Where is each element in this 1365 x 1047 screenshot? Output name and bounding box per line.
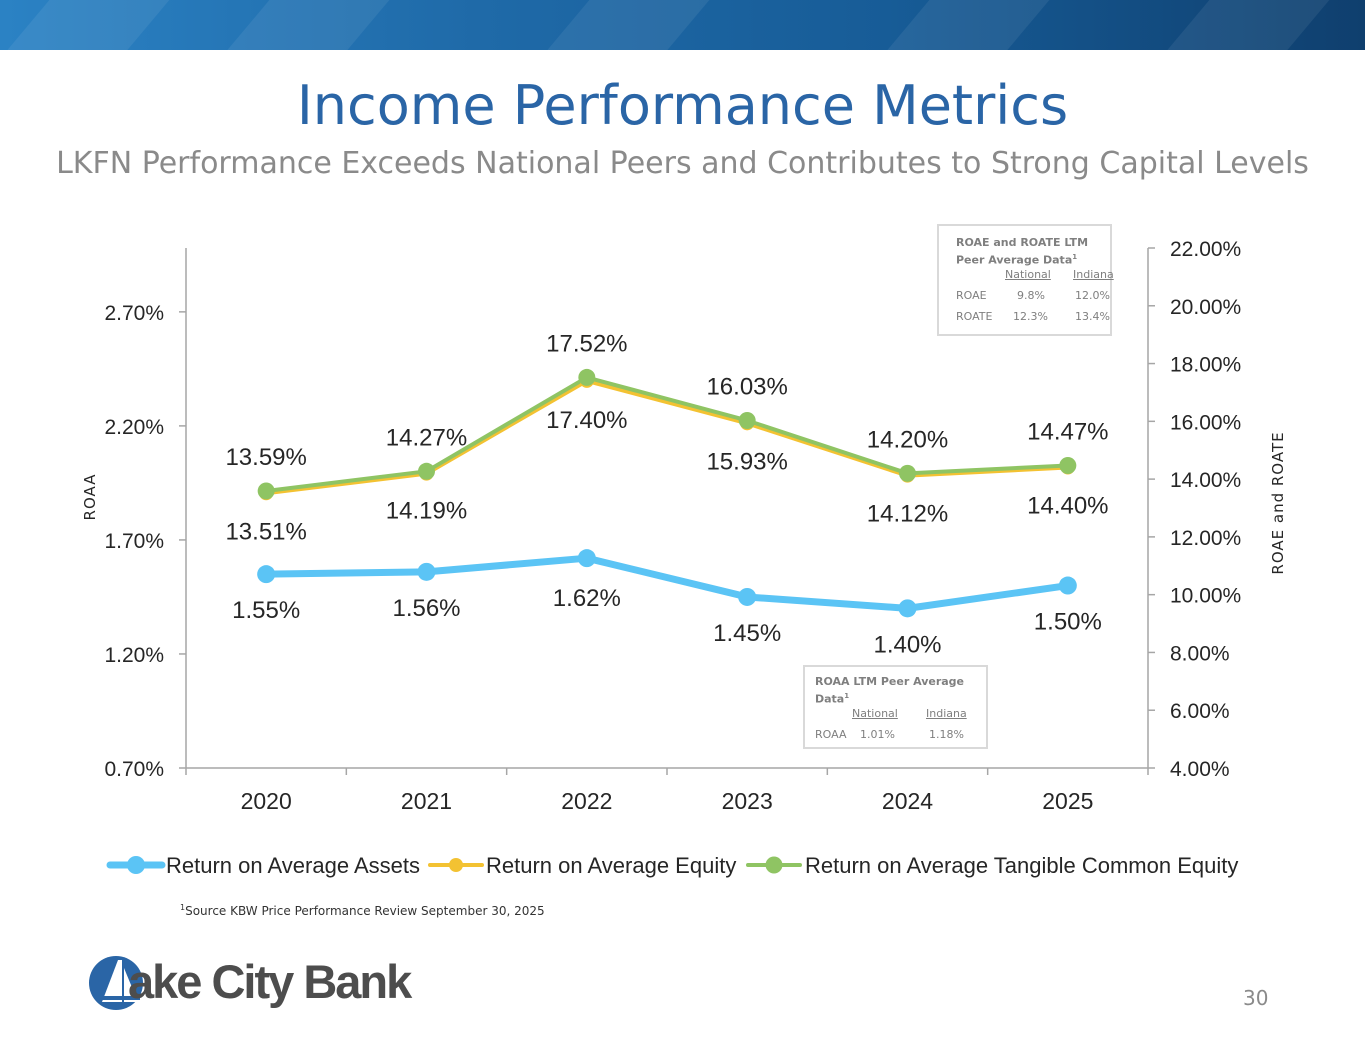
roaa-data-label: 1.62% <box>553 585 621 612</box>
right-tick-label: 8.00% <box>1170 642 1230 665</box>
slide-subtitle: LKFN Performance Exceeds National Peers … <box>56 146 1309 181</box>
roate-data-label: 13.59% <box>225 444 306 471</box>
roae-data-label: 13.51% <box>225 518 306 545</box>
source-footnote: 1Source KBW Price Performance Review Sep… <box>180 903 545 918</box>
right-tick-label: 18.00% <box>1170 354 1241 377</box>
roae-legend-marker <box>449 858 463 872</box>
slide-title: Income Performance Metrics <box>296 74 1069 137</box>
roae-legend-label: Return on Average Equity <box>486 853 736 878</box>
left-tick-label: 1.20% <box>104 644 164 667</box>
roate-legend-label: Return on Average Tangible Common Equity <box>805 853 1238 878</box>
logo-sail-icon <box>89 956 143 1010</box>
roaa-legend-marker <box>127 856 145 874</box>
roaa-point <box>577 549 596 568</box>
roate-point <box>899 464 916 482</box>
roaa-peer-header-indiana: Indiana <box>926 707 967 720</box>
roae-peer-indiana: 12.0% <box>1075 289 1110 302</box>
roaa-point <box>257 565 276 584</box>
roaa-peer-indiana: 1.18% <box>929 728 964 741</box>
roae-data-label: 14.19% <box>386 498 467 525</box>
right-tick-label: 16.00% <box>1170 411 1241 434</box>
roae-peer-row-label: ROAE <box>956 289 987 302</box>
performance-line-chart: 0.70% 1.20% 1.70% 2.20% 2.70% 4.00% 6.00% 8.00%… <box>81 238 1287 878</box>
logo-text: ake City Bank <box>128 955 412 1008</box>
page-number: 30 <box>1243 986 1269 1010</box>
roae-series-line <box>264 378 1070 496</box>
roae-peer-header-indiana: Indiana <box>1073 268 1114 281</box>
roae-peer-national: 9.8% <box>1017 289 1045 302</box>
roae-data-label: 17.40% <box>546 407 627 434</box>
x-category-label: 2024 <box>882 788 933 814</box>
left-axis-title: ROAA <box>81 474 99 521</box>
left-tick-label: 2.70% <box>104 302 164 325</box>
roaa-point <box>1058 576 1077 595</box>
roate-peer-row-label: ROATE <box>956 310 993 323</box>
roaa-data-label: 1.50% <box>1034 609 1102 636</box>
roaa-peer-box-title: ROAA LTM Peer Average Data <box>815 675 965 706</box>
roate-data-label: 17.52% <box>546 330 627 357</box>
right-tick-label: 20.00% <box>1170 296 1241 319</box>
roate-peer-indiana: 13.4% <box>1075 310 1110 323</box>
roae-peer-box-title-sup: 1 <box>1072 253 1078 261</box>
roaa-peer-box: ROAA LTM Peer Average Data1 National Ind… <box>803 665 988 749</box>
roaa-peer-box-title-sup: 1 <box>844 692 850 700</box>
left-tick-label: 2.20% <box>104 416 164 439</box>
roae-peer-box-title: ROAE and ROATE LTM Peer Average Data <box>956 236 1089 267</box>
roaa-point <box>738 587 757 606</box>
roae-data-label: 15.93% <box>706 448 787 475</box>
roate-data-label: 14.20% <box>867 426 948 453</box>
roaa-peer-header-national: National <box>852 707 898 720</box>
roae-roate-peer-box: ROAE and ROATE LTM Peer Average Data1 Na… <box>937 224 1114 336</box>
footnote-sup: 1 <box>180 903 186 912</box>
roaa-data-label: 1.40% <box>873 631 941 658</box>
right-tick-label: 12.00% <box>1170 527 1241 550</box>
right-tick-label: 6.00% <box>1170 700 1230 723</box>
roate-point <box>738 411 756 429</box>
roaa-data-label: 1.45% <box>713 620 781 647</box>
roae-data-label: 14.12% <box>867 501 948 528</box>
right-axis-title: ROAE and ROATE <box>1269 431 1287 574</box>
left-tick-label: 1.70% <box>104 530 164 553</box>
x-category-label: 2021 <box>401 788 452 814</box>
roate-point <box>1059 457 1077 475</box>
roae-peer-header-national: National <box>1005 268 1051 281</box>
left-tick-label: 0.70% <box>104 758 164 781</box>
roaa-point <box>417 562 436 581</box>
roate-series-line <box>264 375 1070 493</box>
roaa-legend-label: Return on Average Assets <box>166 853 420 878</box>
roate-data-label: 14.27% <box>386 424 467 451</box>
right-tick-label: 4.00% <box>1170 758 1230 781</box>
right-tick-label: 10.00% <box>1170 585 1241 608</box>
x-category-label: 2020 <box>241 788 292 814</box>
roaa-data-label: 1.55% <box>232 597 300 624</box>
roate-point <box>578 368 596 386</box>
roaa-data-label: 1.56% <box>392 595 460 622</box>
roate-peer-national: 12.3% <box>1013 310 1048 323</box>
roaa-peer-national: 1.01% <box>860 728 895 741</box>
roaa-peer-row-label: ROAA <box>815 728 847 741</box>
roate-legend-marker <box>765 856 783 874</box>
roaa-point <box>898 599 917 618</box>
x-category-label: 2022 <box>561 788 612 814</box>
x-category-label: 2023 <box>722 788 773 814</box>
roate-data-label: 14.47% <box>1027 419 1108 446</box>
right-tick-label: 14.00% <box>1170 469 1241 492</box>
right-tick-label: 22.00% <box>1170 238 1241 261</box>
header-band <box>0 0 1365 50</box>
roate-point <box>418 462 435 480</box>
roate-data-label: 16.03% <box>706 373 787 400</box>
lake-city-bank-logo: ake City Bank <box>88 950 428 1014</box>
x-category-label: 2025 <box>1042 788 1093 814</box>
footnote-text: Source KBW Price Performance Review Sept… <box>185 904 545 918</box>
roate-point <box>257 482 275 500</box>
roaa-series-line <box>262 554 1072 612</box>
roae-data-label: 14.40% <box>1027 493 1108 520</box>
